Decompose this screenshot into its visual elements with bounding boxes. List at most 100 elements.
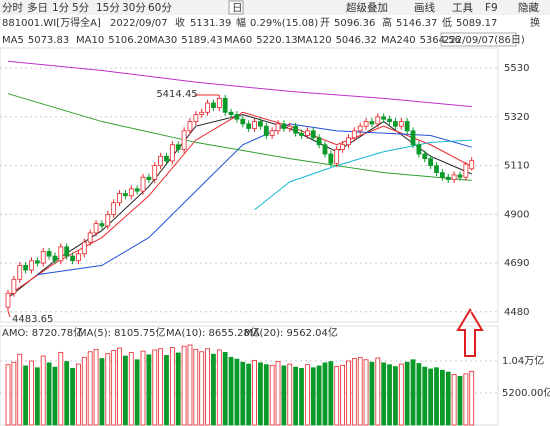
candle-body (111, 202, 117, 215)
candle-body (428, 158, 434, 167)
candle-body (205, 102, 210, 113)
candle-body (328, 153, 334, 164)
ma-line (7, 111, 472, 296)
tab[interactable]: 60分 (148, 2, 172, 14)
candle-body (404, 121, 410, 132)
volume-bar (187, 344, 193, 426)
tab-selected (228, 0, 244, 15)
volume-bar (40, 355, 46, 426)
volume-bar (404, 361, 410, 426)
ma-legend-value: 5364.56 (420, 35, 461, 46)
ma-legend: MA120 5046.32 (297, 35, 377, 46)
volume-bar (246, 363, 252, 426)
candle-body (275, 123, 281, 132)
info-text: 0.29%(15.08) (250, 18, 318, 29)
tool-button[interactable]: 超级叠加 (346, 1, 388, 14)
info-text: 5146.37 (396, 18, 437, 29)
volume-bar (134, 359, 140, 426)
arrow (456, 308, 484, 357)
volume-bar (328, 361, 334, 426)
info-text: 5089.17 (456, 18, 497, 29)
candle-body (105, 213, 111, 227)
volume-bar (451, 374, 457, 426)
volume-bar (263, 364, 269, 426)
volume-bar (416, 363, 422, 426)
candle-body (310, 130, 316, 139)
ma-legend-value: 5046.32 (336, 35, 377, 46)
tab[interactable]: 30分 (122, 2, 146, 14)
candle-body (240, 118, 246, 125)
volume-bar (123, 355, 128, 426)
volume-bar (199, 351, 205, 426)
ma-legend-name: MA60 (224, 35, 252, 46)
tab[interactable]: 分时 (2, 2, 23, 14)
candle-body (346, 137, 351, 146)
volume-bar (240, 361, 246, 426)
volume-legend: MA(5): 8105.75亿 (78, 326, 166, 339)
candle-body (457, 174, 463, 178)
tool-button[interactable]: 工具 (452, 2, 473, 14)
tool-button[interactable]: F9 (485, 2, 498, 14)
tool-button[interactable]: 隐藏 (518, 2, 539, 14)
volume-bar (211, 353, 216, 426)
tab[interactable]: 多日 (27, 1, 48, 14)
tool-button[interactable]: 画线 (414, 1, 435, 14)
candle-body (17, 264, 23, 280)
volume-bar (87, 351, 93, 426)
volume-bar (269, 364, 275, 426)
volume-bar (11, 361, 17, 426)
volume-bar (363, 359, 369, 426)
ma-line (7, 60, 472, 108)
candle-body (281, 123, 287, 129)
info-text: 开 (320, 18, 330, 29)
candle-body (451, 174, 457, 180)
candle-body (81, 241, 87, 255)
volume-bar (457, 375, 463, 426)
candle-body (434, 165, 439, 173)
volume-bar (398, 363, 404, 426)
candle-body (410, 130, 416, 146)
volume-bar (23, 365, 29, 426)
candle-body (299, 132, 304, 136)
annotation-leader (7, 310, 11, 318)
y-tick-label: 4690 (504, 258, 529, 269)
candle-body (52, 255, 58, 262)
candle-body (287, 125, 293, 129)
price-frame (0, 47, 499, 323)
candle-body (87, 232, 93, 243)
volume-bar (258, 362, 263, 426)
volume-bar (469, 370, 475, 426)
volume-bar (222, 351, 228, 426)
volume-legend: AMO: 8720.78亿 (2, 326, 83, 339)
y-tick-label: 4480 (504, 307, 529, 318)
candle-body (46, 251, 52, 257)
toolbar-bg (0, 0, 550, 15)
ma-legend-value: 5220.13 (256, 35, 297, 46)
candle-body (258, 121, 263, 127)
volume-bar (158, 348, 164, 426)
candle-body (76, 253, 81, 262)
ma-legend-value: 5189.43 (181, 35, 222, 46)
volume-tick-label: 5200.00亿 (502, 386, 550, 399)
tab[interactable]: 5分 (72, 2, 90, 14)
volume-bar (422, 366, 428, 426)
ma-line (37, 123, 472, 276)
tab[interactable]: 1分 (52, 2, 70, 14)
volume-bar (58, 351, 64, 426)
volume-bar (375, 357, 381, 426)
ma-line (7, 114, 472, 299)
tab[interactable]: 15分 (96, 2, 120, 14)
info-text: 换 (530, 16, 540, 29)
y-tick-label: 5110 (504, 161, 529, 172)
candle-body (393, 121, 398, 127)
candle-body (187, 121, 193, 132)
candle-body (375, 116, 381, 125)
volume-bar (152, 349, 158, 426)
volume-bar (281, 365, 287, 426)
candle-body (158, 155, 164, 167)
tab[interactable]: 日 (232, 2, 243, 14)
candle-body (357, 125, 363, 132)
ma-legend: MA30 5189.43 (149, 35, 223, 46)
volume-bar (93, 348, 99, 426)
